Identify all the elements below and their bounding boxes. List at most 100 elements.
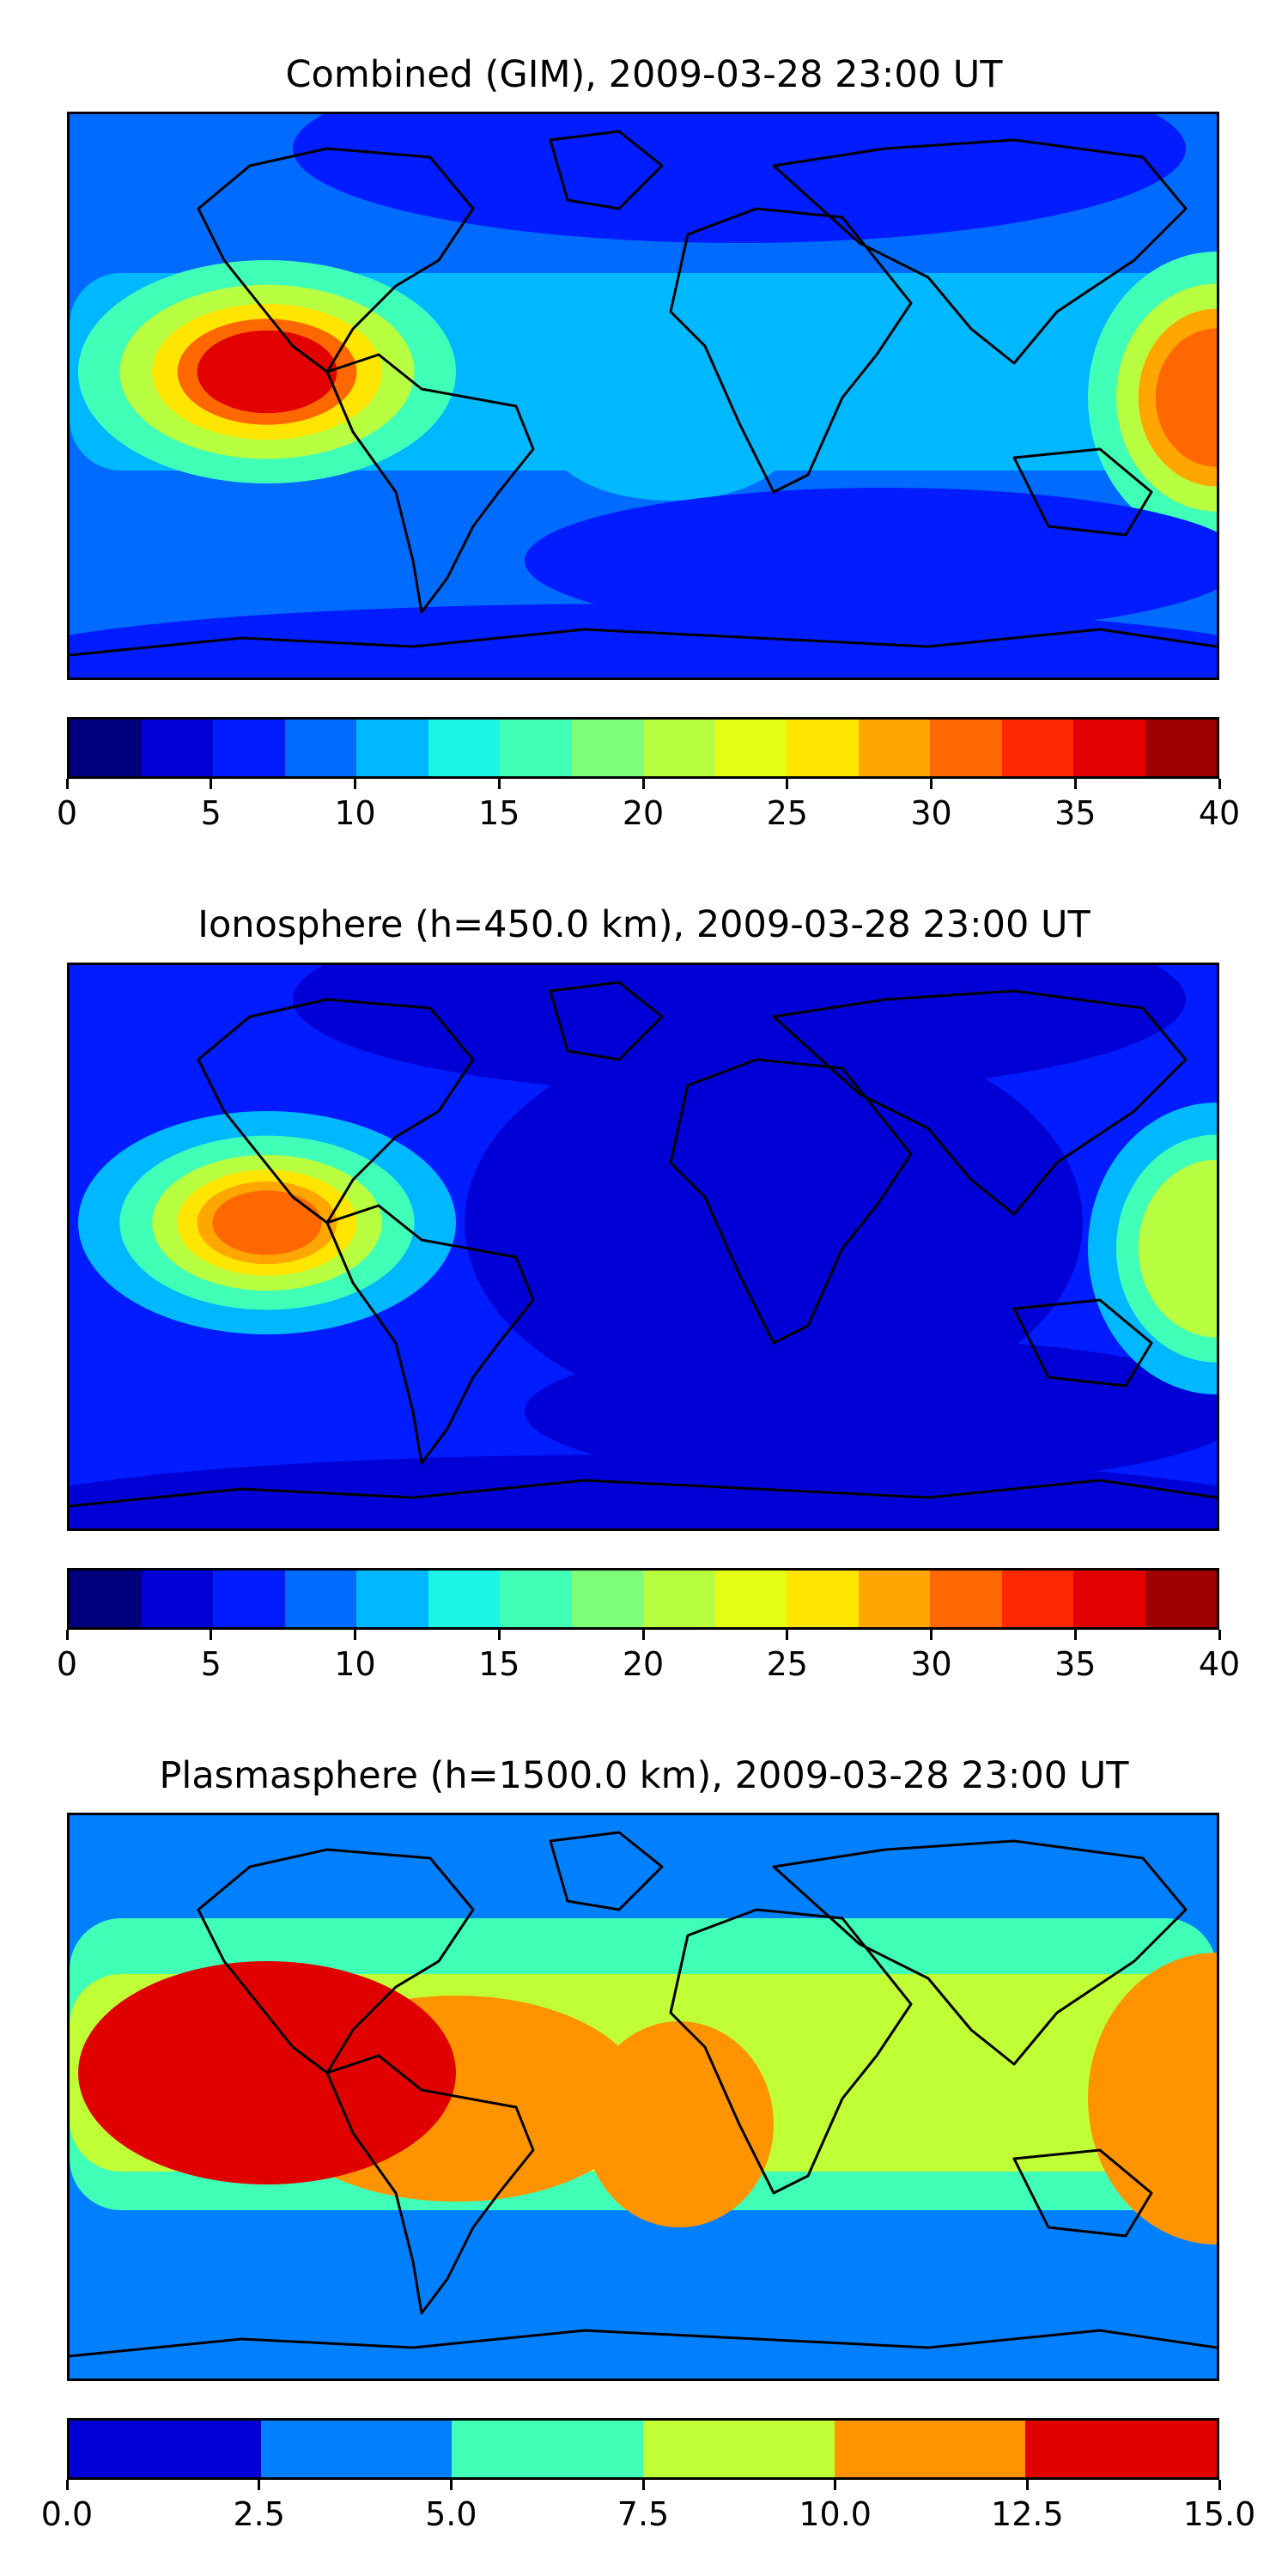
colorbar-segment [571,1571,643,1627]
colorbar-segment [500,1571,572,1627]
colorbar-segment [70,1571,142,1627]
chart-title: Combined (GIM), 2009-03-28 23:00 UT [285,53,1003,96]
ionosphere-map [67,963,1219,1531]
chart-title: Ionosphere (h=450.0 km), 2009-03-28 23:0… [197,903,1091,946]
colorbar-segment [284,1571,356,1627]
colorbar-segment [643,720,715,776]
tick-mark [210,1630,213,1640]
colorbar-segment [714,720,787,776]
plasmasphere-map [67,1813,1219,2381]
colorbar [67,717,1219,779]
coastline [549,130,664,210]
tick-mark [786,779,789,789]
coastline [1012,447,1153,537]
coastline [772,138,1188,365]
coastline [669,1058,913,1345]
combined-map [67,112,1219,680]
tick-label: 30 [910,1645,952,1683]
coastline [772,989,1188,1216]
tick-label: 40 [1198,1645,1241,1683]
tick-label: 30 [910,794,952,832]
colorbar-segment [858,1571,930,1627]
tick-label: 20 [622,794,665,832]
tick-mark [641,1630,645,1640]
colorbar-segment [1001,720,1073,776]
contour-east-edge-crest [1088,1953,1217,2245]
tick-label: 10 [334,794,376,832]
colorbar-segment [141,1571,213,1627]
contour-north-low [293,965,1186,1094]
tick-label: 15.0 [1182,2495,1256,2533]
contour-south-pole-low [70,1455,1217,1528]
tick-mark [65,779,69,789]
tick-label: 40 [1198,794,1241,832]
tick-mark [65,2480,69,2490]
colorbar-segment [141,720,213,776]
colorbar-segment [787,720,859,776]
colorbar-segment [787,1571,859,1627]
tick-mark [641,779,645,789]
colorbar-segment [260,2421,453,2477]
tick-mark [1218,2480,1221,2490]
colorbar-segment [284,720,356,776]
colorbar [67,2418,1219,2480]
tick-label: 0 [56,794,78,832]
tick-mark [258,2480,261,2490]
coastline [669,207,913,494]
colorbar-segment [714,1571,787,1627]
tick-label: 20 [622,1645,665,1683]
colorbar [67,1568,1219,1630]
contour-pacific-crest [78,1961,456,2184]
colorbar-segment [643,2421,835,2477]
colorbar-segment [356,720,428,776]
coastline [325,353,535,614]
tick-mark [1218,779,1221,789]
tick-label: 5 [200,794,222,832]
tick-label: 10.0 [799,2495,872,2533]
coastline [1012,1298,1153,1388]
colorbar-segment [930,720,1002,776]
chart-title: Plasmasphere (h=1500.0 km), 2009-03-28 2… [159,1754,1129,1797]
colorbar-segment [1025,2421,1218,2477]
coastline [549,1831,664,1911]
colorbar-segment [213,720,285,776]
coastline [197,147,475,374]
tick-label: 5.0 [425,2495,477,2533]
contour-north-low [293,114,1186,243]
colorbar-segment [70,720,142,776]
colorbar-segment [930,1571,1002,1627]
contour-south-pole-low [70,604,1217,677]
coastline [197,1848,475,2075]
tick-mark [1025,2480,1029,2490]
tick-label: 35 [1054,1645,1097,1683]
coastline [549,981,664,1061]
tick-mark [210,779,213,789]
contour-pacific-crest [197,330,337,414]
colorbar-ticks: 0.0 2.5 5.0 7.5 10.0 12.5 15.0 [41,2480,1255,2533]
tick-mark [834,2480,837,2490]
tick-mark [354,779,356,789]
colorbar-segment [643,1571,715,1627]
coastline [325,1204,535,1465]
tick-mark [641,2480,645,2490]
tick-label: 7.5 [617,2495,670,2533]
tick-mark [930,1630,933,1640]
coastline [70,2329,1217,2358]
contour-south-low [525,1339,1217,1485]
coastline [325,2054,535,2315]
tick-label: 25 [766,1645,808,1683]
tick-label: 35 [1054,794,1097,832]
tick-mark [1073,1630,1077,1640]
contour-pacific-crest [212,1190,322,1255]
tick-mark [1218,1630,1221,1640]
tick-mark [1073,779,1077,789]
coastline [70,628,1217,657]
colorbar-segment [834,2421,1026,2477]
tick-mark [930,779,933,789]
coastline [197,998,475,1224]
contour-south-atlantic-arm [550,380,791,501]
tick-label: 0 [56,1645,78,1683]
colorbar-segment [428,1571,500,1627]
contour-africa-arm [585,2021,774,2227]
tick-mark [786,1630,789,1640]
